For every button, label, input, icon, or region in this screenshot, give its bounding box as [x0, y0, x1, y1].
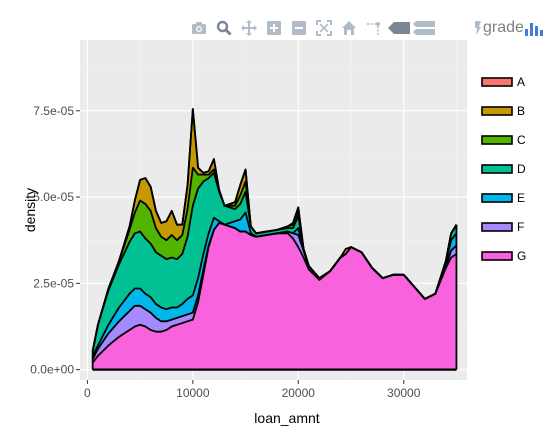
hover-compare-icon[interactable]: [411, 17, 436, 39]
spike-lines-icon[interactable]: [361, 17, 386, 39]
legend-swatch: [481, 193, 513, 203]
hover-closest-icon[interactable]: [386, 17, 411, 39]
zoom-icon[interactable]: [211, 17, 236, 39]
legend-label: G: [517, 249, 526, 263]
y-tick-label: 7.5e-05: [33, 104, 74, 118]
x-tick-label: 20000: [282, 386, 316, 400]
plotly-logo[interactable]: grade: [474, 19, 545, 37]
legend-item-A[interactable]: A: [481, 75, 525, 89]
legend-item-E[interactable]: E: [481, 191, 525, 205]
y-axis: 0.0e+00 2.5e-05 5.0e-05 7.5e-05: [30, 104, 80, 377]
y-tick-label: 2.5e-05: [33, 276, 74, 290]
legend-swatch: [481, 135, 513, 145]
legend-item-B[interactable]: B: [481, 104, 525, 118]
logo-mark-icon: [475, 21, 481, 35]
x-tick-label: 0: [84, 386, 91, 400]
legend-item-D[interactable]: D: [481, 162, 526, 176]
legend-label: A: [517, 75, 525, 89]
area-D: [92, 172, 457, 357]
legend-label: B: [517, 104, 525, 118]
zoom-in-icon[interactable]: [261, 17, 286, 39]
legend-item-G[interactable]: G: [481, 249, 526, 263]
camera-icon[interactable]: [186, 17, 211, 39]
logo-text: grade: [483, 19, 524, 36]
zoom-out-icon[interactable]: [286, 17, 311, 39]
x-tick-label: 10000: [176, 386, 210, 400]
legend-item-F[interactable]: F: [481, 220, 524, 234]
legend-swatch: [481, 106, 513, 116]
legend-item-C[interactable]: C: [481, 133, 526, 147]
logo-bars-icon: [524, 23, 543, 36]
x-axis: 0 10000 20000 30000: [84, 380, 421, 400]
outline-A: [91, 108, 458, 352]
pan-icon[interactable]: [236, 17, 261, 39]
y-tick-label: 5.0e-05: [33, 190, 74, 204]
home-icon[interactable]: [336, 17, 361, 39]
legend-swatch: [481, 164, 513, 174]
legend-swatch: [481, 251, 513, 261]
legend-label: D: [517, 162, 526, 176]
autoscale-icon[interactable]: [311, 17, 336, 39]
legend-label: C: [517, 133, 526, 147]
modebar: [186, 16, 436, 40]
density-areas: [91, 108, 458, 371]
y-tick-label: 0.0e+00: [30, 363, 74, 377]
x-tick-label: 30000: [387, 386, 421, 400]
legend-swatch: [481, 77, 513, 87]
area-B: [92, 109, 457, 352]
legend-swatch: [481, 222, 513, 232]
legend-label: F: [517, 220, 524, 234]
x-axis-title: loan_amnt: [254, 410, 319, 426]
legend: A B C D E F G: [481, 75, 526, 263]
y-axis-title: density: [22, 188, 38, 232]
legend-label: E: [517, 191, 525, 205]
